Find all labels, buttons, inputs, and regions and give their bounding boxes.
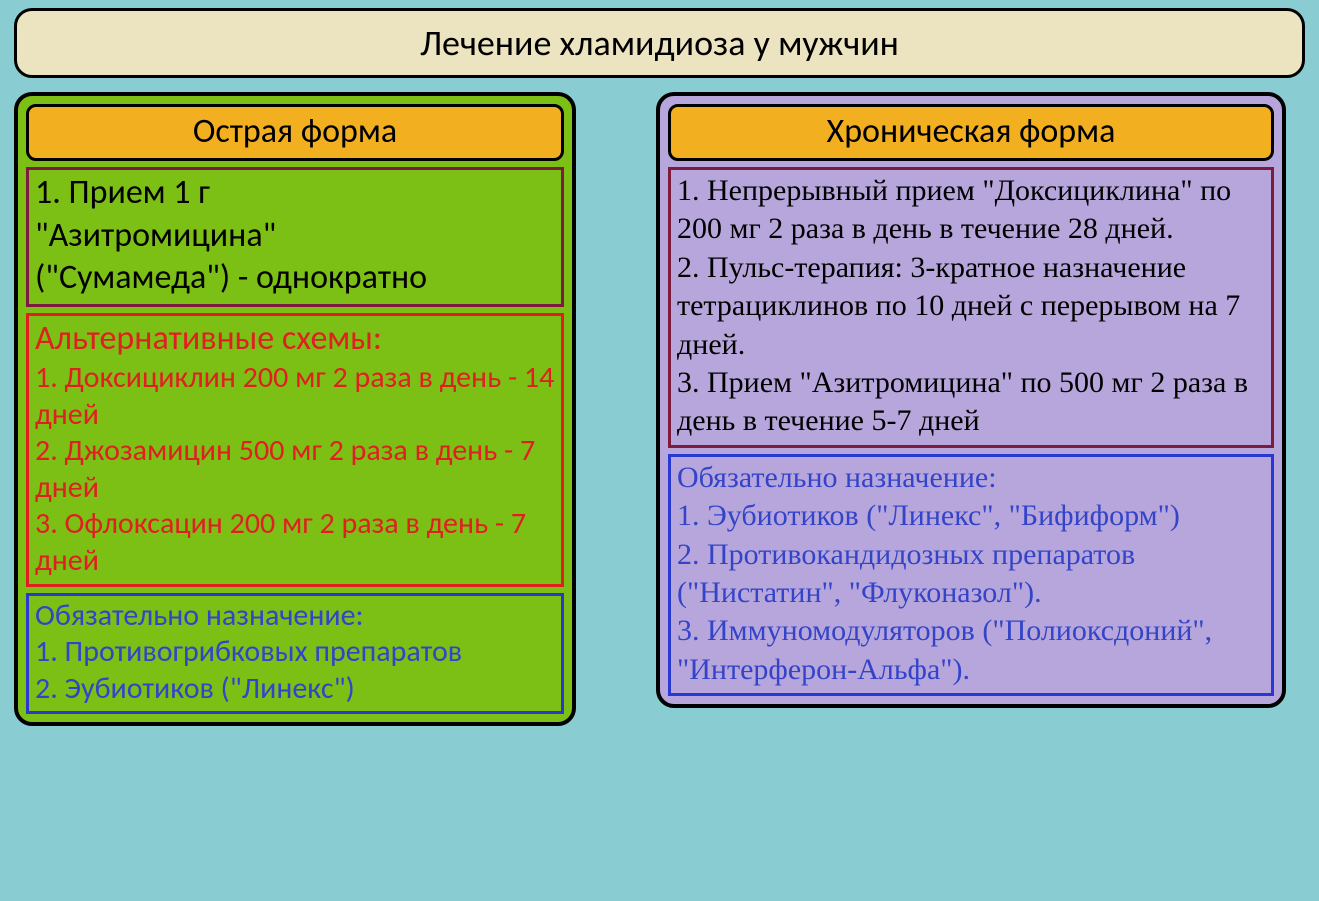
panel-chronic: Хроническая форма 1. Непрерывный прием "… — [656, 92, 1286, 708]
chronic-mandatory-line: 2. Противокандидозных препаратов ("Ниста… — [677, 536, 1265, 613]
chronic-mandatory-line: 3. Иммуномодуляторов ("Полиоксдоний", "И… — [677, 612, 1265, 689]
acute-block-primary: 1. Прием 1 г "Азитромицина" ("Сумамеда")… — [26, 167, 564, 307]
columns-container: Острая форма 1. Прием 1 г "Азитромицина"… — [14, 92, 1305, 726]
panel-acute: Острая форма 1. Прием 1 г "Азитромицина"… — [14, 92, 576, 726]
acute-primary-line: 1. Прием 1 г — [35, 172, 555, 215]
chronic-primary-line: 2. Пульс-терапия: 3-кратное назначение т… — [677, 249, 1265, 364]
acute-mandatory-title: Обязательно назначение: — [35, 598, 555, 635]
acute-block-alternatives: Альтернативные схемы: 1. Доксициклин 200… — [26, 313, 564, 587]
acute-mandatory-line: 2. Эубиотиков ("Линекс") — [35, 671, 555, 708]
page-title: Лечение хламидиоза у мужчин — [14, 8, 1305, 78]
chronic-block-mandatory: Обязательно назначение: 1. Эубиотиков ("… — [668, 454, 1274, 696]
chronic-mandatory-title: Обязательно назначение: — [677, 459, 1265, 497]
chronic-primary-line: 3. Прием "Азитромицина" по 500 мг 2 раза… — [677, 364, 1265, 441]
chronic-primary-line: 1. Непрерывный прием "Доксициклина" по 2… — [677, 172, 1265, 249]
acute-header: Острая форма — [26, 104, 564, 161]
acute-alt-line: 3. Офлоксацин 200 мг 2 раза в день - 7 д… — [35, 506, 555, 579]
chronic-mandatory-line: 1. Эубиотиков ("Линекс", "Бифиформ") — [677, 497, 1265, 535]
acute-block-mandatory: Обязательно назначение: 1. Противогрибко… — [26, 593, 564, 715]
acute-mandatory-line: 1. Противогрибковых препаратов — [35, 634, 555, 671]
acute-primary-line: ("Сумамеда") - однократно — [35, 257, 555, 300]
acute-alt-title: Альтернативные схемы: — [35, 318, 555, 361]
acute-alt-line: 2. Джозамицин 500 мг 2 раза в день - 7 д… — [35, 433, 555, 506]
chronic-header: Хроническая форма — [668, 104, 1274, 161]
acute-primary-line: "Азитромицина" — [35, 215, 555, 258]
acute-alt-line: 1. Доксициклин 200 мг 2 раза в день - 14… — [35, 360, 555, 433]
chronic-block-primary: 1. Непрерывный прием "Доксициклина" по 2… — [668, 167, 1274, 448]
